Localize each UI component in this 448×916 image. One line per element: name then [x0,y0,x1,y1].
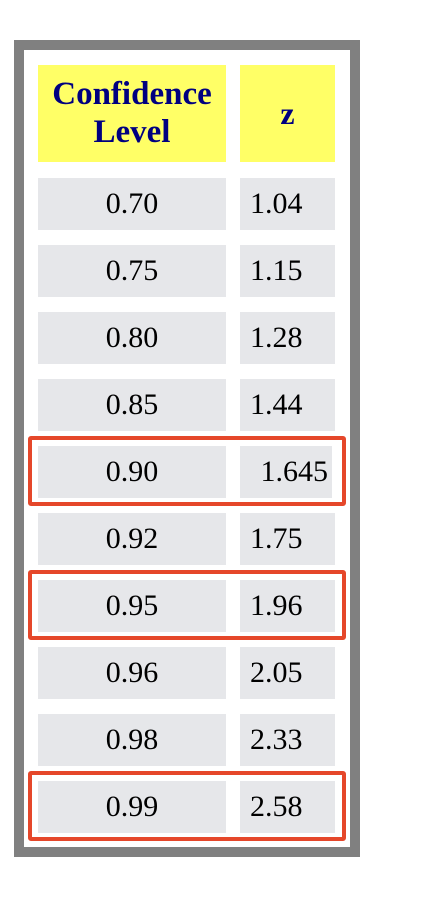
header-confidence-line2: Level [93,113,171,150]
table-row-z: 1.28 [240,312,335,364]
table-row-level: 0.95 [38,580,226,632]
table-row-z: 2.58 [240,781,335,833]
table-row-level: 0.99 [38,781,226,833]
table-row-level: 0.92 [38,513,226,565]
header-confidence-level: Confidence Level [38,65,226,162]
table-row-z: 2.05 [240,647,335,699]
table-row-level: 0.98 [38,714,226,766]
table-row-level: 0.80 [38,312,226,364]
table-row-z: 1.15 [240,245,335,297]
table-row-z: 1.645 [240,446,332,498]
table-row-z: 1.75 [240,513,335,565]
table-row-level: 0.90 [38,446,226,498]
table-row-level: 0.75 [38,245,226,297]
header-z-label: z [280,95,295,132]
table-row-level: 0.96 [38,647,226,699]
table-row-level: 0.70 [38,178,226,230]
table-row-z: 1.44 [240,379,335,431]
table-row-z: 1.96 [240,580,335,632]
table-row-z: 2.33 [240,714,335,766]
table-row-level: 0.85 [38,379,226,431]
header-z: z [240,65,335,162]
table-row-z: 1.04 [240,178,335,230]
header-confidence-line1: Confidence [52,75,212,112]
